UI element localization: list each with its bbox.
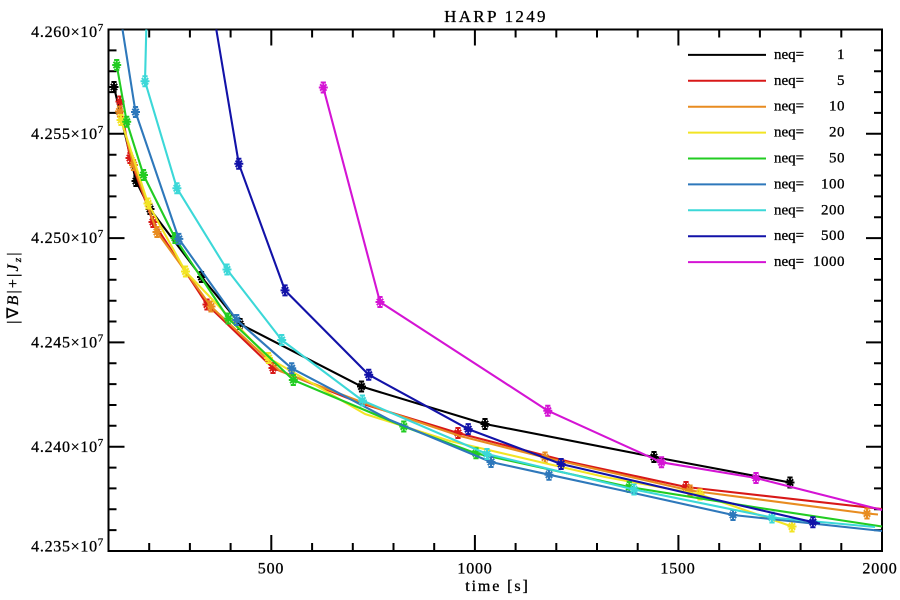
svg-text:2000: 2000 — [862, 561, 897, 578]
svg-text:neq=: neq= — [774, 47, 804, 63]
svg-text:4.250×107: 4.250×107 — [31, 228, 104, 247]
svg-text:1500: 1500 — [660, 561, 695, 578]
svg-text:neq=: neq= — [774, 202, 804, 218]
svg-text:1000: 1000 — [813, 254, 845, 270]
svg-text:4.235×107: 4.235×107 — [31, 537, 104, 556]
svg-text:1: 1 — [837, 47, 845, 63]
svg-text:500: 500 — [258, 561, 284, 578]
svg-text:50: 50 — [829, 151, 845, 167]
svg-text:1000: 1000 — [457, 561, 492, 578]
svg-text:time [s]: time [s] — [465, 578, 530, 595]
svg-text:neq=: neq= — [774, 254, 804, 270]
svg-text:20: 20 — [829, 125, 845, 141]
svg-text:neq=: neq= — [774, 99, 804, 115]
svg-text:neq=: neq= — [774, 228, 804, 244]
svg-text:4.245×107: 4.245×107 — [31, 332, 104, 351]
svg-text:|∇B|+|Jz|: |∇B|+|Jz| — [5, 250, 24, 324]
svg-text:500: 500 — [821, 228, 845, 244]
svg-text:neq=: neq= — [774, 73, 804, 89]
svg-text:10: 10 — [829, 99, 845, 115]
svg-text:100: 100 — [821, 176, 845, 192]
svg-text:5: 5 — [837, 73, 845, 89]
svg-text:neq=: neq= — [774, 176, 804, 192]
svg-text:HARP 1249: HARP 1249 — [444, 7, 548, 26]
svg-text:neq=: neq= — [774, 151, 804, 167]
svg-text:4.240×107: 4.240×107 — [31, 437, 104, 456]
svg-text:200: 200 — [821, 202, 845, 218]
svg-text:neq=: neq= — [774, 125, 804, 141]
svg-text:4.255×107: 4.255×107 — [31, 124, 104, 143]
svg-text:4.260×107: 4.260×107 — [31, 22, 104, 41]
